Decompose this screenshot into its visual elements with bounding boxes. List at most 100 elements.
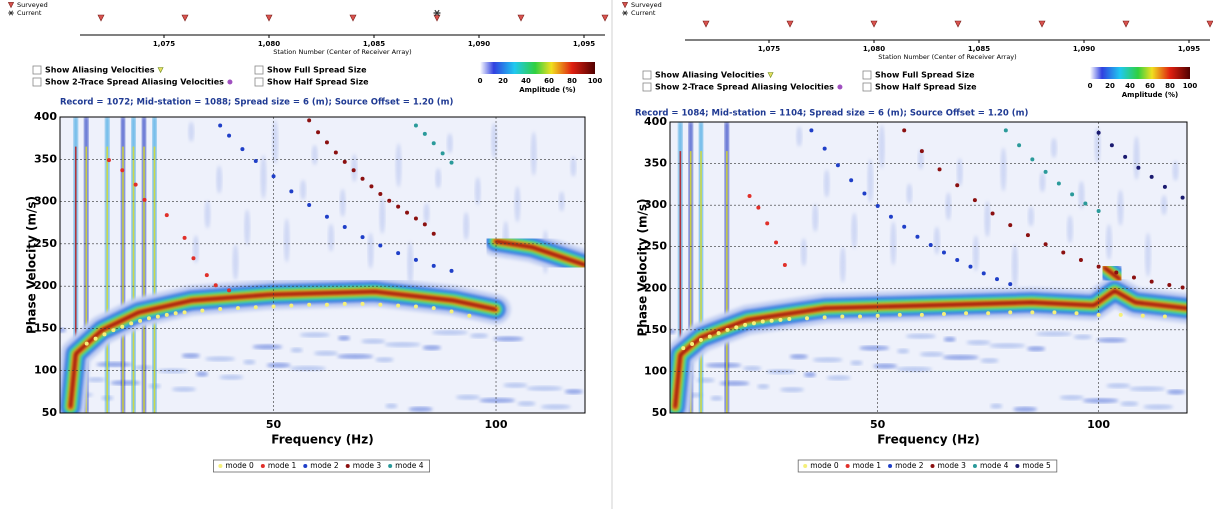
mode-dot	[289, 304, 293, 308]
checkbox[interactable]: Show Half Spread Size	[863, 83, 977, 92]
mode-dot	[361, 177, 365, 181]
colorbar	[1090, 67, 1190, 79]
colorbar-tick-label: 100	[1183, 82, 1198, 90]
noise-blob	[328, 224, 334, 252]
noise-blob	[906, 184, 912, 204]
noise-blob	[1083, 398, 1119, 403]
noise-blob	[475, 177, 481, 205]
mode-dot	[307, 303, 311, 307]
noise-blob	[1078, 181, 1084, 209]
noise-blob	[813, 357, 843, 362]
noise-blob	[470, 333, 488, 338]
checkbox-box[interactable]	[255, 66, 263, 74]
checkbox[interactable]: Show Full Spread Size	[863, 71, 975, 80]
mode-dot	[369, 184, 373, 188]
checkbox-box[interactable]	[863, 83, 871, 91]
noise-blob	[338, 336, 350, 341]
noise-blob	[272, 120, 278, 164]
mode-dot	[1132, 275, 1136, 279]
mode-dot	[1008, 223, 1012, 227]
dispersion-image	[659, 122, 1187, 413]
mode-dot	[1136, 166, 1140, 170]
mode-dot	[765, 221, 769, 225]
x-tick-label: 1,075	[153, 40, 175, 48]
checkbox-label[interactable]: Show Half Spread Size	[875, 83, 977, 92]
mode-dot	[787, 317, 791, 321]
noise-blob	[896, 367, 932, 372]
legend-marker	[346, 464, 350, 468]
checkbox-box[interactable]	[255, 78, 263, 86]
noise-blob	[1067, 215, 1073, 243]
checkbox[interactable]: Show Half Spread Size	[255, 78, 369, 87]
mode-dot	[1008, 282, 1012, 286]
mode-dot	[414, 258, 418, 262]
colorbar-tick-label: 0	[1088, 82, 1093, 90]
checkbox[interactable]: Show Aliasing Velocities	[643, 71, 773, 80]
legend-label: mode 4	[395, 461, 424, 470]
mode-dot	[1167, 283, 1171, 287]
noise-blob	[851, 213, 857, 249]
noise-blob	[859, 346, 889, 351]
mode-dot	[1163, 315, 1167, 319]
checkbox-label[interactable]: Show Full Spread Size	[875, 71, 975, 80]
mode-dot	[450, 310, 454, 314]
checkbox-label[interactable]: Show Half Spread Size	[267, 78, 369, 87]
x-tick-label: 1,095	[573, 40, 595, 48]
checkbox[interactable]: Show Aliasing Velocities	[33, 66, 163, 75]
mode-dot	[1057, 182, 1061, 186]
mode-dot	[1097, 313, 1101, 317]
checkbox-box[interactable]	[643, 83, 651, 91]
legend-marker	[803, 464, 807, 468]
mode-dot	[991, 211, 995, 215]
checkbox-label[interactable]: Show Aliasing Velocities	[45, 66, 155, 75]
noise-blob	[1028, 206, 1034, 226]
mode-dot	[227, 288, 231, 292]
checkbox-label[interactable]: Show 2-Trace Spread Aliasing Velocities	[655, 83, 834, 92]
checkbox-box[interactable]	[33, 78, 41, 86]
mode-dot	[325, 303, 329, 307]
mode-dot	[725, 328, 729, 332]
mode-dot	[432, 232, 436, 236]
mode-dot	[778, 318, 782, 322]
noise-blob	[1012, 244, 1018, 288]
checkbox-label[interactable]: Show Aliasing Velocities	[655, 71, 765, 80]
noise-blob	[757, 384, 769, 389]
legend-marker	[261, 464, 265, 468]
colorbar-tick-label: 80	[567, 77, 577, 85]
checkbox-box[interactable]	[643, 71, 651, 79]
noise-blob	[945, 192, 951, 220]
checkbox-box[interactable]	[863, 71, 871, 79]
noise-blob	[432, 330, 468, 335]
checkbox[interactable]: Show 2-Trace Spread Aliasing Velocities	[33, 78, 232, 87]
checkbox[interactable]: Show Full Spread Size	[255, 66, 367, 75]
mode-dot	[85, 342, 89, 346]
checkbox[interactable]: Show 2-Trace Spread Aliasing Velocities	[643, 83, 842, 92]
mode-dot	[240, 147, 244, 151]
streak	[143, 147, 145, 413]
noise-blob	[920, 352, 944, 357]
y-tick-label: 50	[42, 406, 58, 419]
noise-blob	[990, 404, 1002, 409]
mode-dot	[450, 161, 454, 165]
checkbox-label[interactable]: Show 2-Trace Spread Aliasing Velocities	[45, 78, 224, 87]
checkbox-box[interactable]	[33, 66, 41, 74]
noise-blob	[423, 345, 441, 350]
mode-dot	[316, 130, 320, 134]
y-axis-label: Phase Velocity (m/s)	[25, 196, 39, 334]
mode-dot	[1114, 270, 1118, 274]
mode-dot	[1061, 251, 1065, 255]
mode-dot	[165, 213, 169, 217]
noise-blob	[967, 340, 991, 345]
checkbox-label[interactable]: Show Full Spread Size	[267, 66, 367, 75]
noise-blob	[182, 353, 200, 358]
mode-dot	[396, 304, 400, 308]
mode-dot	[1141, 314, 1145, 318]
noise-blob	[409, 407, 433, 412]
mode-dot	[1030, 310, 1034, 314]
mode-dot	[774, 241, 778, 245]
legend-label: Current	[17, 9, 42, 17]
streak	[133, 147, 135, 413]
mode-dot	[272, 304, 276, 308]
colorbar-tick-label: 100	[588, 77, 603, 85]
legend-label: Surveyed	[17, 1, 48, 9]
